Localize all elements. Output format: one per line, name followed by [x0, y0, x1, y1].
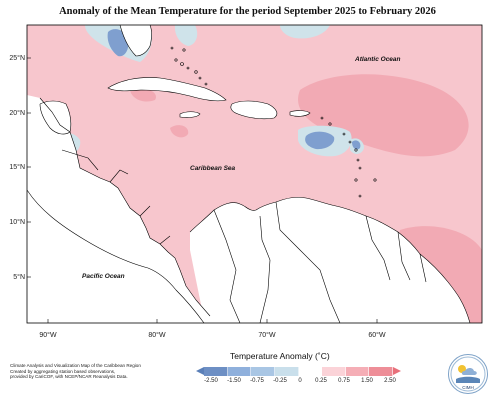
colorbar-cell — [298, 367, 323, 376]
colorbar — [196, 367, 401, 376]
colorbar-cell — [251, 367, 275, 376]
colorbar-tick: -0.75 — [250, 378, 264, 384]
map-area — [27, 25, 482, 323]
footnote-line: provided by CariCOF, with NCEP/NCAR Rean… — [10, 374, 128, 380]
colorbar-high-tip — [393, 367, 401, 375]
colorbar-tick: 2.50 — [384, 378, 396, 384]
colorbar-tick: 1.50 — [361, 378, 373, 384]
legend-title: Temperature Anomaly (˚C) — [230, 351, 330, 361]
colorbar-cell — [369, 367, 393, 376]
lon-label: 80°W — [148, 331, 166, 339]
longitude-axis: 90°W 80°W 70°W 60°W — [39, 319, 386, 339]
colorbar-cell — [204, 367, 228, 376]
lat-label: 15°N — [9, 163, 25, 171]
footnote-line: Created by aggregating station based obs… — [10, 368, 116, 374]
colorbar-tick: 0.75 — [338, 378, 350, 384]
atlantic-ocean-label: Atlantic Ocean — [354, 56, 401, 63]
cimh-logo-icon: CIMH — [448, 354, 488, 394]
footnote: Climate Analysis and Visualization Map o… — [10, 363, 160, 380]
colorbar-cell — [345, 367, 370, 376]
colorbar-tick: -1.50 — [227, 378, 241, 384]
lat-label: 25°N — [9, 54, 25, 62]
colorbar-ticks: -2.50 -1.50 -0.75 -0.25 0 0.25 0.75 1.50… — [196, 378, 401, 388]
lon-label: 90°W — [39, 331, 57, 339]
colorbar-tick: -0.25 — [273, 378, 287, 384]
colorbar-tick: 0.25 — [315, 378, 327, 384]
latitude-axis: 25°N 20°N 15°N 10°N 5°N — [9, 54, 31, 281]
colorbar-cell — [322, 367, 346, 376]
lon-label: 60°W — [368, 331, 386, 339]
colorbar-cell — [227, 367, 252, 376]
pacific-ocean-label: Pacific Ocean — [82, 273, 125, 280]
caribbean-sea-label: Caribbean Sea — [190, 165, 236, 172]
lat-label: 5°N — [13, 273, 25, 281]
colorbar-low-tip — [196, 367, 204, 375]
logo-text: CIMH — [462, 385, 474, 390]
coastlines — [27, 25, 471, 323]
colorbar-tick: 0 — [298, 378, 302, 384]
map-frame — [26, 24, 483, 324]
colorbar-tick: -2.50 — [204, 378, 218, 384]
lon-label: 70°W — [258, 331, 276, 339]
small-islands — [170, 46, 377, 198]
lat-label: 20°N — [9, 109, 25, 117]
map-title: Anomaly of the Mean Temperature for the … — [59, 6, 436, 17]
footnote-line: Climate Analysis and Visualization Map o… — [10, 363, 141, 368]
colorbar-cell — [274, 367, 299, 376]
lat-label: 10°N — [9, 218, 25, 226]
